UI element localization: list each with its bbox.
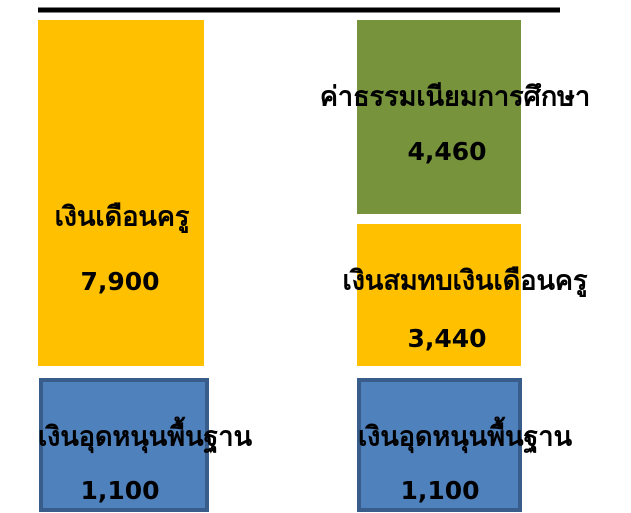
right-top-block [357, 20, 521, 214]
segment-amount: 1,100 [400, 476, 479, 505]
right-base-block [357, 378, 522, 512]
right-middle-block [357, 224, 521, 366]
segment-amount: 3,440 [407, 324, 486, 353]
left-base-block [39, 378, 209, 512]
segment-label: เงินสมทบเงินเดือนครู [343, 266, 588, 298]
segment-amount: 1,100 [80, 476, 159, 505]
segment-label: ค่าธรรมเนียมการศึกษา [320, 82, 590, 113]
segment-label: เงินอุดหนุนพื้นฐาน [358, 416, 573, 455]
segment-label: เงินเดือนครู [55, 202, 190, 234]
segment-amount: 4,460 [407, 137, 486, 166]
segment-amount: 7,900 [80, 267, 159, 296]
left-top-block [38, 20, 204, 366]
segment-label: เงินอุดหนุนพื้นฐาน [38, 416, 253, 455]
